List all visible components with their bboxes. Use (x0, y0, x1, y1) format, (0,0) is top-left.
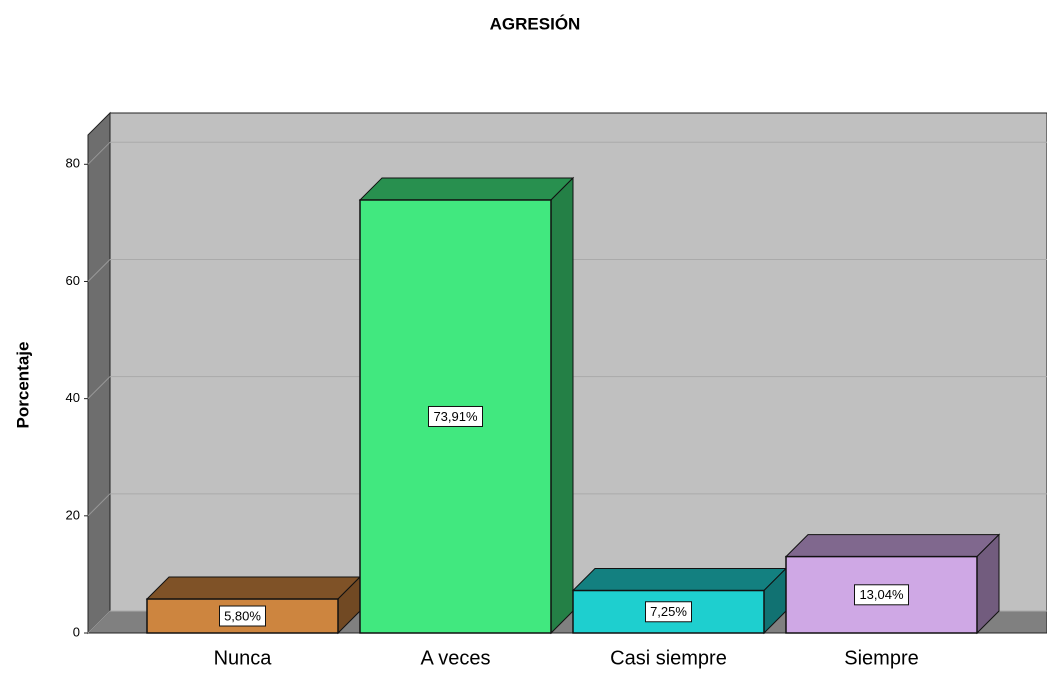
grid-line (87, 141, 111, 165)
value-label: 73,91% (433, 409, 478, 424)
grid-line (87, 493, 111, 517)
value-label-box (645, 601, 692, 623)
value-label-box (428, 405, 483, 427)
y-tick-label: 0 (73, 624, 80, 639)
grid-line (87, 610, 111, 634)
value-label: 7,25% (650, 604, 687, 619)
x-tick-label: Casi siempre (610, 647, 727, 669)
x-tick-label: Siempre (844, 647, 918, 669)
value-label: 5,80% (224, 608, 261, 623)
y-tick-label: 60 (66, 273, 80, 288)
y-axis-title: Porcentaje (13, 342, 32, 429)
bar-top (358, 177, 575, 201)
y-tick-label: 20 (66, 507, 80, 522)
bar-top (571, 568, 788, 592)
chart-title: AGRESIÓN (490, 14, 581, 33)
grid-line (87, 259, 111, 282)
bar-top (145, 576, 362, 600)
grid-line (87, 376, 111, 400)
x-tick-label: A veces (420, 647, 490, 669)
y-tick-label: 40 (66, 390, 80, 405)
x-tick-label: Nunca (214, 647, 273, 669)
value-label-box (219, 605, 266, 627)
left-wall (87, 111, 111, 635)
bar-side (550, 176, 574, 635)
value-label-box (854, 584, 909, 606)
value-label: 13,04% (859, 587, 904, 602)
y-tick-label: 80 (66, 156, 80, 171)
bar-top (784, 534, 1001, 558)
